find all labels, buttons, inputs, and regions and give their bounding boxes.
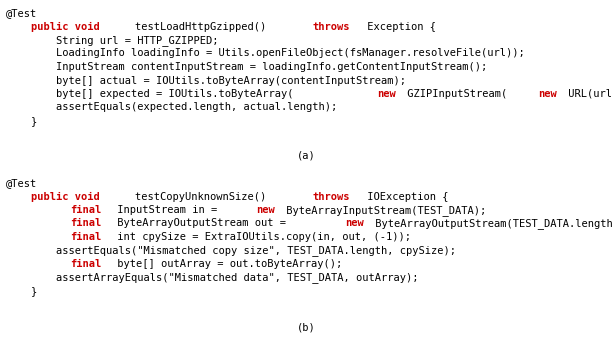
Text: final: final xyxy=(70,259,102,269)
Text: int cpySize = ExtraIOUtils.copy(in, out, (-1));: int cpySize = ExtraIOUtils.copy(in, out,… xyxy=(111,232,411,242)
Text: InputStream in =: InputStream in = xyxy=(111,205,223,215)
Text: GZIPInputStream(: GZIPInputStream( xyxy=(401,89,507,99)
Text: public void: public void xyxy=(6,21,106,31)
Text: ByteArrayOutputStream(TEST_DATA.length);: ByteArrayOutputStream(TEST_DATA.length); xyxy=(369,219,612,229)
Text: (a): (a) xyxy=(297,150,315,160)
Text: URL(url).openStream()));: URL(url).openStream())); xyxy=(562,89,612,99)
Text: @Test: @Test xyxy=(6,178,37,188)
Text: final: final xyxy=(70,219,102,228)
Text: testLoadHttpGzipped(): testLoadHttpGzipped() xyxy=(135,21,272,31)
Text: byte[] actual = IOUtils.toByteArray(contentInputStream);: byte[] actual = IOUtils.toByteArray(cont… xyxy=(6,75,406,85)
Text: Exception {: Exception { xyxy=(361,21,436,31)
Text: (b): (b) xyxy=(297,323,315,333)
Text: public void: public void xyxy=(6,191,106,201)
Text: assertEquals(expected.length, actual.length);: assertEquals(expected.length, actual.len… xyxy=(6,102,337,112)
Text: assertEquals("Mismatched copy size", TEST_DATA.length, cpySize);: assertEquals("Mismatched copy size", TES… xyxy=(6,246,456,256)
Text: InputStream contentInputStream = loadingInfo.getContentInputStream();: InputStream contentInputStream = loading… xyxy=(6,62,487,72)
Text: ByteArrayInputStream(TEST_DATA);: ByteArrayInputStream(TEST_DATA); xyxy=(280,205,487,216)
Text: new: new xyxy=(256,205,275,215)
Text: byte[] outArray = out.toByteArray();: byte[] outArray = out.toByteArray(); xyxy=(111,259,342,269)
Text: byte[] expected = IOUtils.toByteArray(: byte[] expected = IOUtils.toByteArray( xyxy=(6,89,294,99)
Text: ByteArrayOutputStream out =: ByteArrayOutputStream out = xyxy=(111,219,292,228)
Text: }: } xyxy=(6,116,37,126)
Text: @Test: @Test xyxy=(6,8,37,18)
Text: throws: throws xyxy=(313,21,350,31)
Text: }: } xyxy=(6,286,37,296)
Text: testCopyUnknownSize(): testCopyUnknownSize() xyxy=(135,191,272,201)
Text: new: new xyxy=(539,89,557,99)
Text: String url = HTTP_GZIPPED;: String url = HTTP_GZIPPED; xyxy=(6,35,218,46)
Text: assertArrayEquals("Mismatched data", TEST_DATA, outArray);: assertArrayEquals("Mismatched data", TES… xyxy=(6,273,419,283)
Text: LoadingInfo loadingInfo = Utils.openFileObject(fsManager.resolveFile(url));: LoadingInfo loadingInfo = Utils.openFile… xyxy=(6,48,524,58)
Text: new: new xyxy=(377,89,396,99)
Text: new: new xyxy=(345,219,364,228)
Text: final: final xyxy=(70,232,102,242)
Text: IOException {: IOException { xyxy=(361,191,449,201)
Text: throws: throws xyxy=(313,191,350,201)
Text: final: final xyxy=(70,205,102,215)
